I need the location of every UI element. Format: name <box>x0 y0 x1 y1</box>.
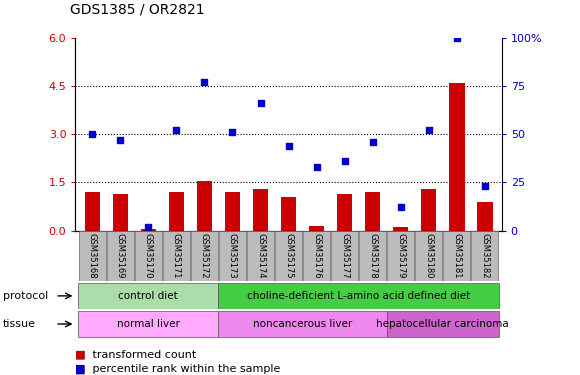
Text: normal liver: normal liver <box>117 319 180 329</box>
Text: ■  transformed count: ■ transformed count <box>75 350 197 359</box>
Bar <box>85 192 100 231</box>
FancyBboxPatch shape <box>107 231 134 281</box>
Text: GDS1385 / OR2821: GDS1385 / OR2821 <box>70 3 204 17</box>
Bar <box>365 192 380 231</box>
FancyBboxPatch shape <box>78 283 219 309</box>
Point <box>312 164 321 170</box>
Point <box>200 79 209 85</box>
Text: choline-deficient L-amino acid defined diet: choline-deficient L-amino acid defined d… <box>247 291 470 301</box>
Bar <box>421 189 437 231</box>
Text: noncancerous liver: noncancerous liver <box>253 319 352 329</box>
Point <box>144 224 153 230</box>
Text: GSM35172: GSM35172 <box>200 233 209 279</box>
Point <box>480 183 490 189</box>
FancyBboxPatch shape <box>219 231 246 281</box>
Text: GSM35169: GSM35169 <box>116 233 125 279</box>
FancyBboxPatch shape <box>359 231 386 281</box>
FancyBboxPatch shape <box>163 231 190 281</box>
Text: GSM35168: GSM35168 <box>88 233 97 279</box>
FancyBboxPatch shape <box>415 231 442 281</box>
Bar <box>197 181 212 231</box>
FancyBboxPatch shape <box>303 231 330 281</box>
FancyBboxPatch shape <box>191 231 218 281</box>
Point <box>256 100 265 106</box>
Point <box>452 34 462 40</box>
Point <box>172 127 181 133</box>
Text: ■: ■ <box>75 364 86 374</box>
FancyBboxPatch shape <box>387 311 499 337</box>
Bar <box>140 230 156 231</box>
Bar <box>224 192 240 231</box>
FancyBboxPatch shape <box>219 283 499 309</box>
FancyBboxPatch shape <box>387 231 414 281</box>
Text: ■: ■ <box>75 350 86 359</box>
FancyBboxPatch shape <box>472 231 498 281</box>
Bar <box>309 226 324 231</box>
Point <box>396 204 405 210</box>
Text: GSM35181: GSM35181 <box>452 233 461 279</box>
Bar <box>113 194 128 231</box>
Point <box>340 158 349 164</box>
Bar <box>477 202 492 231</box>
Bar <box>281 197 296 231</box>
Point <box>115 137 125 143</box>
Point <box>424 127 433 133</box>
Text: hepatocellular carcinoma: hepatocellular carcinoma <box>376 319 509 329</box>
Text: GSM35180: GSM35180 <box>425 233 433 279</box>
Bar <box>449 82 465 231</box>
Text: GSM35173: GSM35173 <box>228 233 237 279</box>
Text: ■  percentile rank within the sample: ■ percentile rank within the sample <box>75 364 281 374</box>
FancyBboxPatch shape <box>247 231 274 281</box>
FancyBboxPatch shape <box>78 311 219 337</box>
FancyBboxPatch shape <box>135 231 162 281</box>
Text: protocol: protocol <box>3 291 48 301</box>
FancyBboxPatch shape <box>79 231 106 281</box>
Bar <box>393 227 408 231</box>
Text: GSM35179: GSM35179 <box>396 233 405 279</box>
Text: GSM35176: GSM35176 <box>312 233 321 279</box>
Point <box>228 129 237 135</box>
FancyBboxPatch shape <box>331 231 358 281</box>
Bar <box>253 189 268 231</box>
Text: GSM35174: GSM35174 <box>256 233 265 279</box>
Text: GSM35177: GSM35177 <box>340 233 349 279</box>
Point <box>368 139 378 145</box>
Point <box>284 142 293 148</box>
Bar <box>337 194 353 231</box>
Point <box>88 131 97 137</box>
Text: GSM35175: GSM35175 <box>284 233 293 279</box>
Text: control diet: control diet <box>118 291 178 301</box>
Text: tissue: tissue <box>3 319 36 329</box>
Text: GSM35178: GSM35178 <box>368 233 377 279</box>
FancyBboxPatch shape <box>219 311 387 337</box>
Text: GSM35171: GSM35171 <box>172 233 181 279</box>
Text: GSM35182: GSM35182 <box>480 233 490 279</box>
Bar <box>169 192 184 231</box>
FancyBboxPatch shape <box>443 231 470 281</box>
Text: GSM35170: GSM35170 <box>144 233 153 279</box>
FancyBboxPatch shape <box>275 231 302 281</box>
